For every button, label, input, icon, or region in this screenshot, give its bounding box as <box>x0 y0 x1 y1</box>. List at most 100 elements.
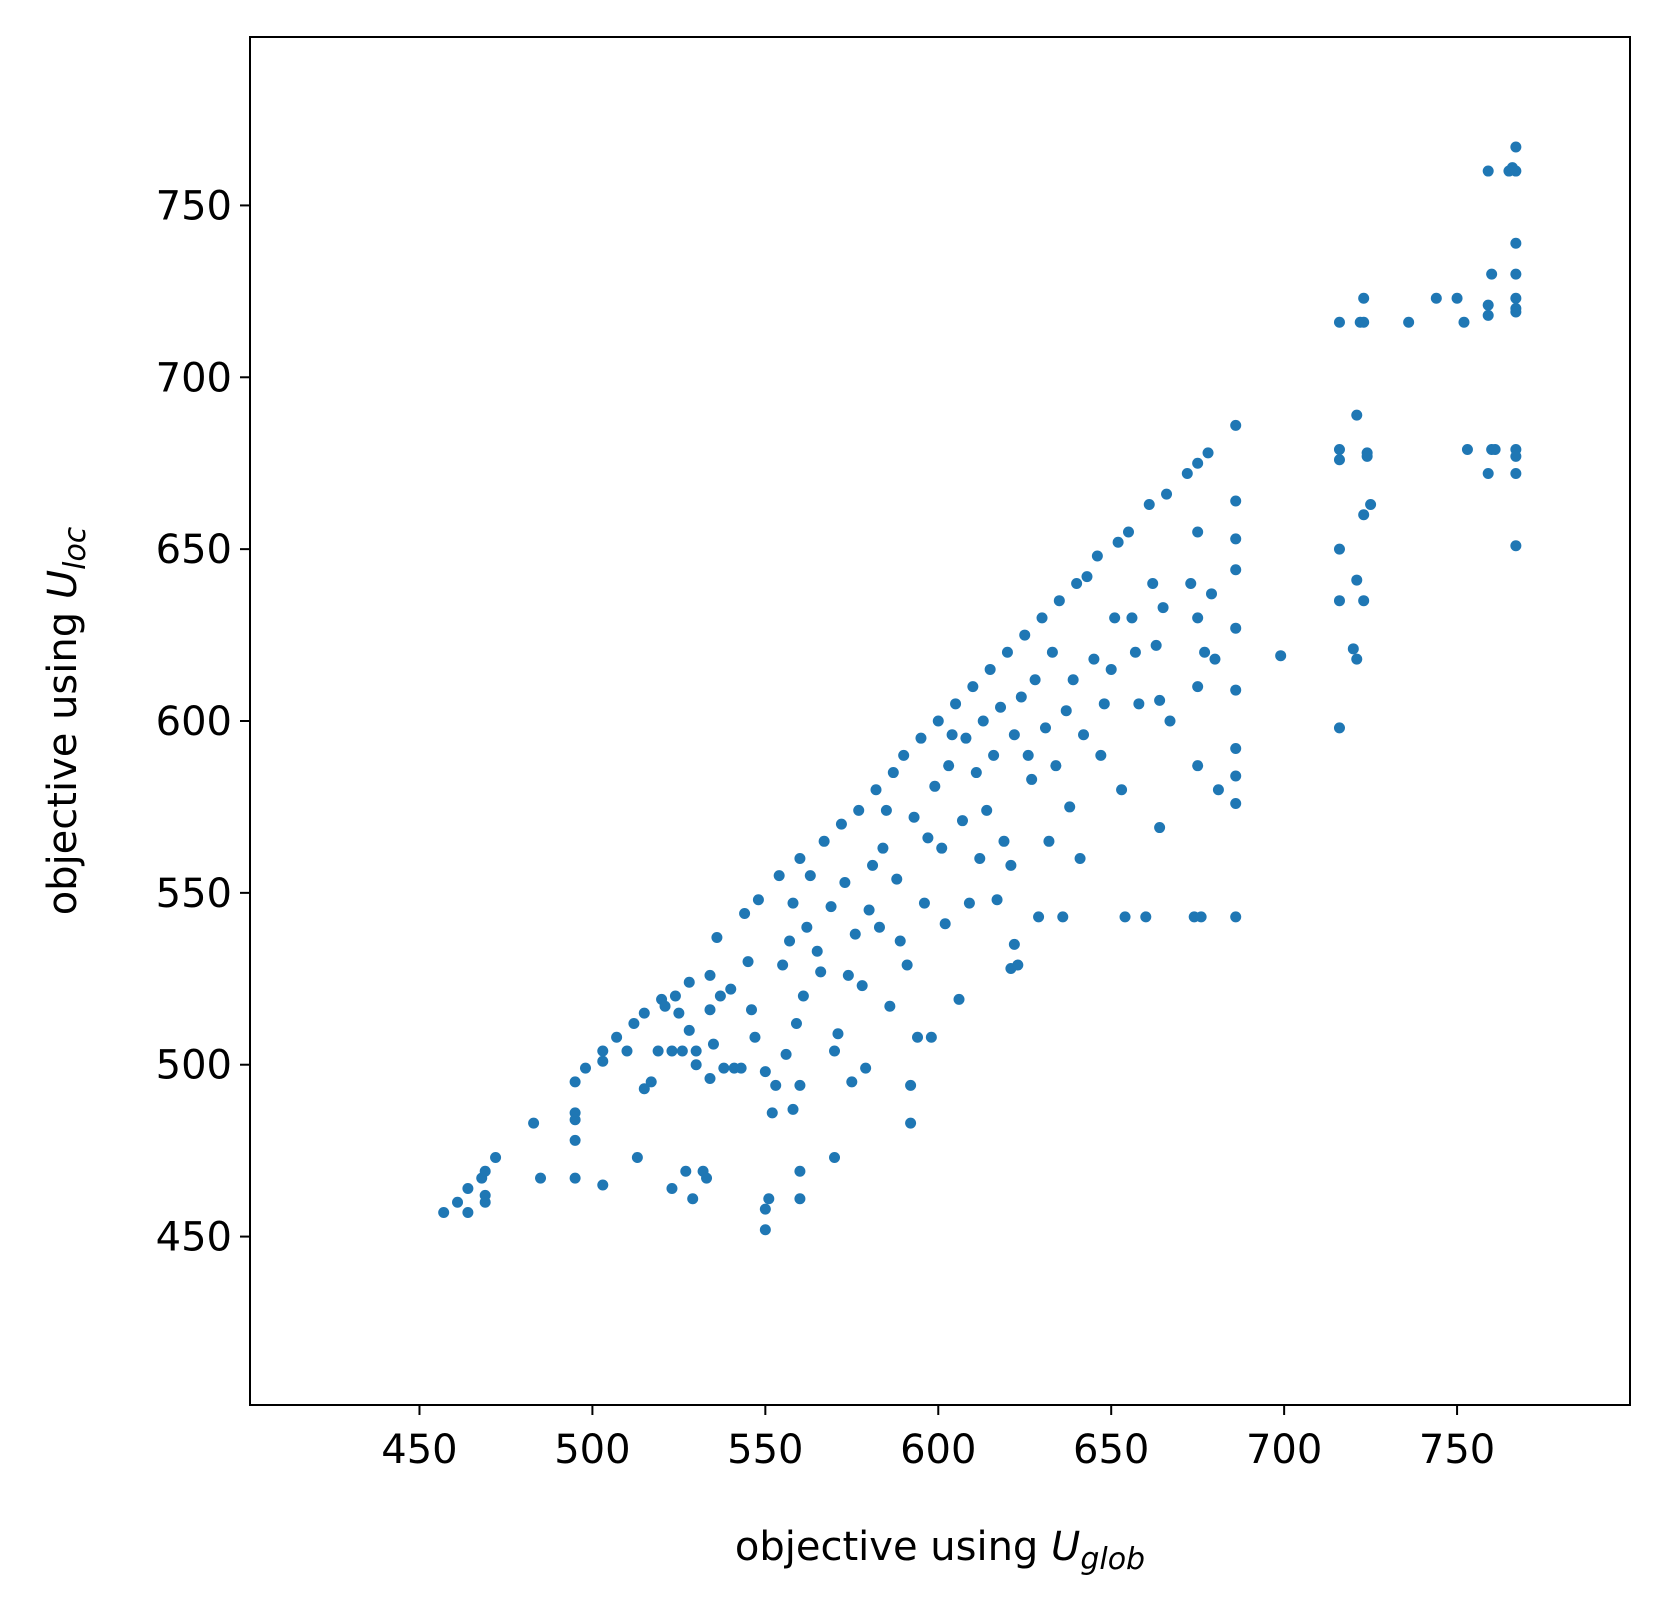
point <box>856 980 868 992</box>
point <box>1074 852 1086 864</box>
point <box>829 1152 841 1164</box>
point <box>1164 715 1176 727</box>
point <box>676 1045 688 1057</box>
point <box>1161 488 1173 500</box>
point <box>898 749 910 761</box>
point <box>711 932 723 944</box>
point <box>631 1152 643 1164</box>
point <box>784 935 796 947</box>
y-label-text: objective using <box>40 599 86 915</box>
point <box>932 715 944 727</box>
point <box>787 1103 799 1115</box>
point <box>970 767 982 779</box>
x-label-var: U <box>1051 1524 1080 1570</box>
point <box>908 811 920 823</box>
point <box>1333 543 1345 555</box>
point <box>1358 292 1370 304</box>
point <box>995 701 1007 713</box>
point <box>829 1045 841 1057</box>
x-tick-label: 750 <box>1419 1427 1495 1473</box>
point <box>849 928 861 940</box>
point <box>815 966 827 978</box>
point <box>1122 526 1134 538</box>
point <box>956 815 968 827</box>
point <box>1351 409 1363 421</box>
y-tick-label: 700 <box>156 355 232 401</box>
point <box>479 1189 491 1201</box>
point <box>1053 595 1065 607</box>
point <box>1112 536 1124 548</box>
point <box>1365 498 1377 510</box>
point <box>1195 911 1207 923</box>
point <box>1333 595 1345 607</box>
point <box>939 918 951 930</box>
point <box>1026 773 1038 785</box>
point <box>1458 316 1470 328</box>
point <box>825 901 837 913</box>
point <box>1230 911 1242 923</box>
point <box>1333 443 1345 455</box>
x-axis-label: objective using Uglob <box>735 1524 1145 1577</box>
point <box>569 1134 581 1146</box>
point <box>1185 578 1197 590</box>
point <box>1022 749 1034 761</box>
y-tick-label: 500 <box>156 1043 232 1089</box>
point <box>901 959 913 971</box>
point <box>1192 681 1204 693</box>
point <box>1230 419 1242 431</box>
point <box>936 842 948 854</box>
point <box>1230 770 1242 782</box>
point <box>1050 760 1062 772</box>
point <box>1143 498 1155 510</box>
point <box>569 1114 581 1126</box>
point <box>479 1165 491 1177</box>
point <box>1361 450 1373 462</box>
point <box>746 1004 758 1016</box>
point <box>918 897 930 909</box>
point <box>1230 742 1242 754</box>
point <box>1098 698 1110 710</box>
x-tick-label: 650 <box>1073 1427 1149 1473</box>
point <box>1333 722 1345 734</box>
point <box>894 935 906 947</box>
point <box>963 897 975 909</box>
point <box>569 1172 581 1184</box>
point <box>804 870 816 882</box>
point <box>704 1072 716 1084</box>
x-tick-label: 500 <box>554 1427 630 1473</box>
point <box>794 852 806 864</box>
point <box>621 1045 633 1057</box>
point <box>1154 822 1166 834</box>
point <box>818 835 830 847</box>
point <box>1067 674 1079 686</box>
point <box>981 804 993 816</box>
point <box>714 990 726 1002</box>
point <box>1192 526 1204 538</box>
point <box>752 894 764 906</box>
point <box>1510 268 1522 280</box>
point <box>680 1165 692 1177</box>
point <box>1230 684 1242 696</box>
point <box>1482 468 1494 480</box>
point <box>1133 698 1145 710</box>
y-tick-label: 450 <box>156 1215 232 1261</box>
point <box>832 1028 844 1040</box>
point <box>597 1179 609 1191</box>
point <box>669 990 681 1002</box>
point <box>1482 165 1494 177</box>
point <box>1510 292 1522 304</box>
point <box>438 1207 450 1219</box>
point <box>652 1045 664 1057</box>
point <box>877 842 889 854</box>
point <box>1088 653 1100 665</box>
point <box>1095 749 1107 761</box>
point <box>790 1017 802 1029</box>
point <box>1206 588 1218 600</box>
point <box>462 1207 474 1219</box>
point <box>569 1076 581 1088</box>
point <box>839 877 851 889</box>
point <box>1046 646 1058 658</box>
point <box>759 1224 771 1236</box>
point <box>998 835 1010 847</box>
point <box>773 870 785 882</box>
